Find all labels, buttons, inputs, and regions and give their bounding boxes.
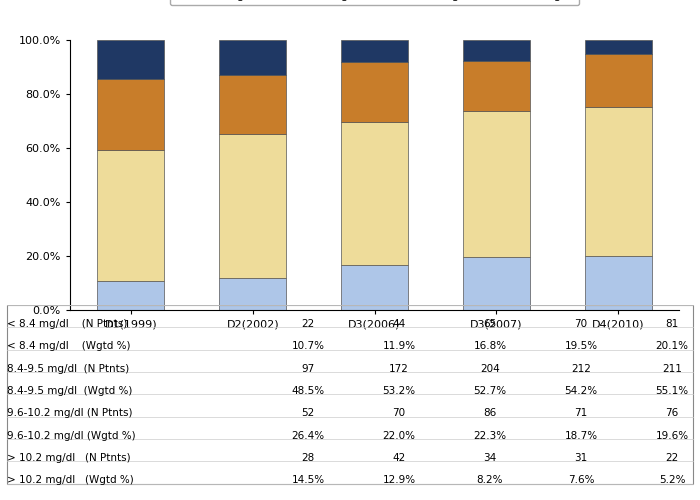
Text: 71: 71 <box>575 408 587 418</box>
Bar <box>97 79 164 150</box>
Text: 211: 211 <box>662 364 682 374</box>
Bar <box>463 258 530 310</box>
Text: 9.6-10.2 mg/dl (Wgtd %): 9.6-10.2 mg/dl (Wgtd %) <box>7 431 136 441</box>
Bar <box>341 62 408 122</box>
Text: 19.5%: 19.5% <box>564 342 598 351</box>
Text: 14.5%: 14.5% <box>291 476 325 486</box>
Text: 5.2%: 5.2% <box>659 476 685 486</box>
Bar <box>97 150 164 281</box>
Text: > 10.2 mg/dl   (N Ptnts): > 10.2 mg/dl (N Ptnts) <box>7 453 131 463</box>
Bar <box>341 40 408 62</box>
Bar <box>219 40 286 75</box>
Bar <box>584 54 652 107</box>
Text: 48.5%: 48.5% <box>291 386 325 396</box>
Text: > 10.2 mg/dl   (Wgtd %): > 10.2 mg/dl (Wgtd %) <box>7 476 134 486</box>
Text: 86: 86 <box>484 408 496 418</box>
Text: 7.6%: 7.6% <box>568 476 594 486</box>
Bar <box>341 264 408 310</box>
Bar <box>219 278 286 310</box>
Text: 8.4-9.5 mg/dl  (N Ptnts): 8.4-9.5 mg/dl (N Ptnts) <box>7 364 130 374</box>
Bar <box>97 281 164 310</box>
Text: 34: 34 <box>484 453 496 463</box>
Text: 54.2%: 54.2% <box>564 386 598 396</box>
Text: 97: 97 <box>302 364 314 374</box>
Text: 20.1%: 20.1% <box>655 342 689 351</box>
Text: 76: 76 <box>666 408 678 418</box>
Text: 212: 212 <box>571 364 591 374</box>
Text: 55.1%: 55.1% <box>655 386 689 396</box>
Text: 22.0%: 22.0% <box>382 431 416 441</box>
Bar <box>463 60 530 111</box>
Text: 18.7%: 18.7% <box>564 431 598 441</box>
Text: 22: 22 <box>666 453 678 463</box>
Text: 172: 172 <box>389 364 409 374</box>
Bar <box>584 40 652 54</box>
Bar <box>463 40 530 60</box>
Text: 9.6-10.2 mg/dl (N Ptnts): 9.6-10.2 mg/dl (N Ptnts) <box>7 408 132 418</box>
Legend: < 8.4 mg/dl, 8.4-9.5 mg/dl, 9.6-10.2 mg/dl, > 10.2 mg/dl: < 8.4 mg/dl, 8.4-9.5 mg/dl, 9.6-10.2 mg/… <box>169 0 580 5</box>
Text: 19.6%: 19.6% <box>655 431 689 441</box>
Text: 31: 31 <box>575 453 587 463</box>
Text: 204: 204 <box>480 364 500 374</box>
Text: 70: 70 <box>393 408 405 418</box>
Bar <box>463 111 530 258</box>
Text: 42: 42 <box>393 453 405 463</box>
Text: 16.8%: 16.8% <box>473 342 507 351</box>
Text: 10.7%: 10.7% <box>291 342 325 351</box>
Bar <box>219 75 286 134</box>
Text: 26.4%: 26.4% <box>291 431 325 441</box>
Text: 12.9%: 12.9% <box>382 476 416 486</box>
Bar <box>584 256 652 310</box>
Text: 70: 70 <box>575 319 587 329</box>
Text: 52.7%: 52.7% <box>473 386 507 396</box>
Bar <box>219 134 286 278</box>
Text: 11.9%: 11.9% <box>382 342 416 351</box>
Text: 22.3%: 22.3% <box>473 431 507 441</box>
Text: < 8.4 mg/dl    (N Ptnts): < 8.4 mg/dl (N Ptnts) <box>7 319 127 329</box>
Text: 53.2%: 53.2% <box>382 386 416 396</box>
Text: 44: 44 <box>393 319 405 329</box>
Text: 81: 81 <box>666 319 678 329</box>
Text: 52: 52 <box>302 408 314 418</box>
Text: 28: 28 <box>302 453 314 463</box>
Bar <box>341 122 408 264</box>
Text: < 8.4 mg/dl    (Wgtd %): < 8.4 mg/dl (Wgtd %) <box>7 342 130 351</box>
Text: 8.2%: 8.2% <box>477 476 503 486</box>
Bar <box>584 107 652 256</box>
Text: 65: 65 <box>484 319 496 329</box>
Bar <box>97 40 164 79</box>
Text: 8.4-9.5 mg/dl  (Wgtd %): 8.4-9.5 mg/dl (Wgtd %) <box>7 386 132 396</box>
Text: 22: 22 <box>302 319 314 329</box>
